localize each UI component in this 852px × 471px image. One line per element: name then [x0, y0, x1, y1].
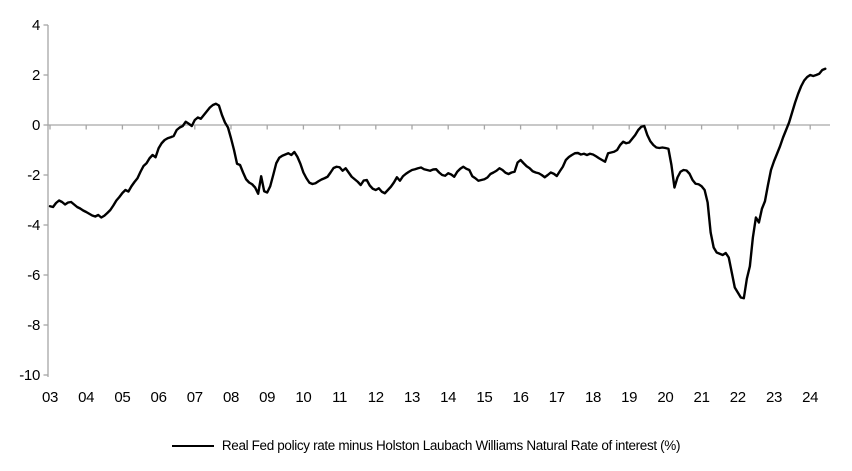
x-tick-label: 07: [187, 389, 203, 406]
series-line: [48, 67, 827, 300]
y-tick-label: -8: [27, 317, 40, 334]
y-tick-label: 4: [32, 17, 40, 34]
legend: Real Fed policy rate minus Holston Lauba…: [0, 438, 852, 453]
x-tick-label: 24: [802, 389, 818, 406]
x-tick-label: 20: [657, 389, 673, 406]
y-tick-label: -6: [27, 267, 40, 284]
x-tick-label: 04: [78, 389, 94, 406]
x-tick-label: 05: [114, 389, 130, 406]
x-tick-label: 14: [440, 389, 456, 406]
x-tick-label: 16: [513, 389, 529, 406]
x-tick-label: 13: [404, 389, 420, 406]
x-tick-label: 23: [766, 389, 782, 406]
x-tick-label: 10: [295, 389, 311, 406]
x-tick-label: 06: [151, 389, 167, 406]
legend-line-sample: [171, 444, 214, 447]
x-tick-label: 21: [694, 389, 710, 406]
x-tick-label: 22: [730, 389, 746, 406]
y-tick-label: -10: [19, 367, 40, 384]
x-tick-label: 11: [332, 389, 347, 406]
x-tick-label: 18: [585, 389, 601, 406]
y-tick-label: 0: [32, 117, 40, 134]
y-tick-label: -2: [27, 167, 40, 184]
x-tick-label: 15: [476, 389, 492, 406]
x-tick-label: 19: [621, 389, 637, 406]
x-tick-label: 17: [549, 389, 565, 406]
x-tick-label: 09: [259, 389, 275, 406]
y-tick-label: 2: [32, 67, 40, 84]
y-tick-label: -4: [27, 217, 40, 234]
legend-label: Real Fed policy rate minus Holston Lauba…: [221, 438, 681, 453]
x-tick-label: 08: [223, 389, 239, 406]
x-tick-label: 12: [368, 389, 384, 406]
plot-svg: 03 04 05 06 07 08 09 10 11 12 13 14 15 16 17 18 19 20 21 22…: [19, 17, 830, 406]
x-tick-label: 03: [42, 389, 58, 406]
